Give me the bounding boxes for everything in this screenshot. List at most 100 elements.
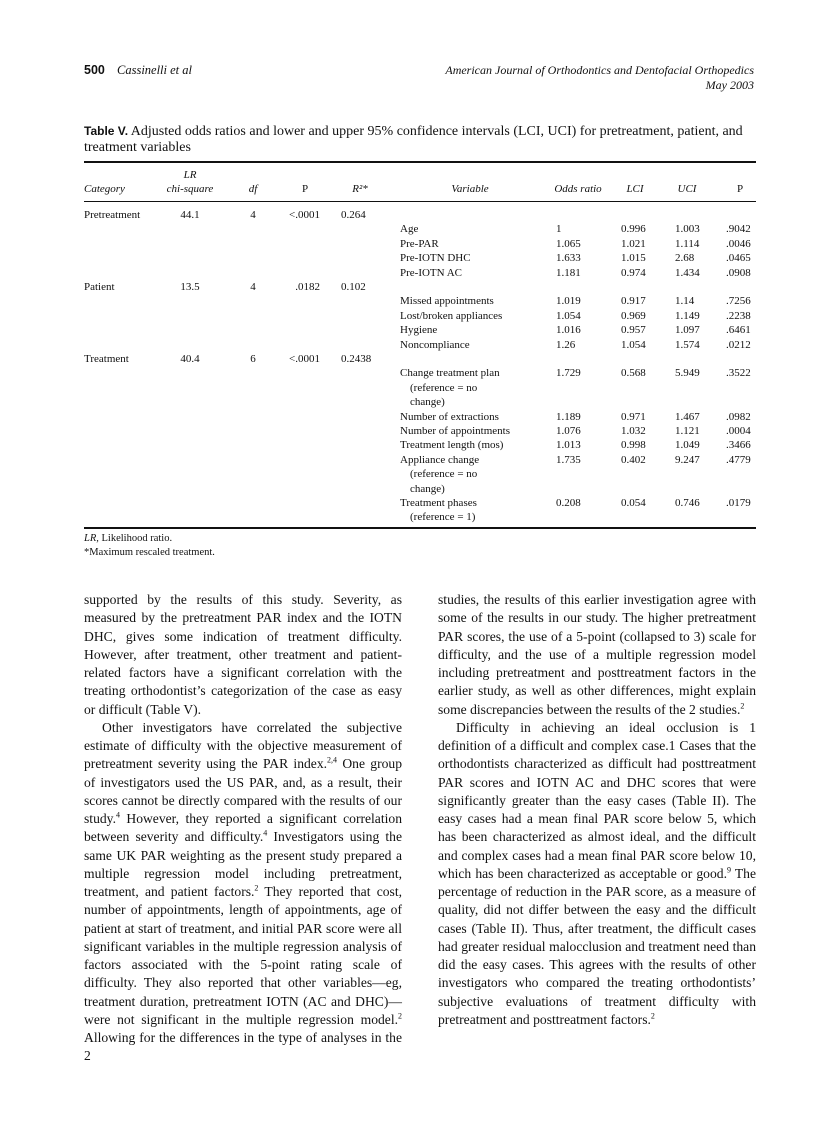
- p-value: .3466: [726, 439, 751, 452]
- lci: 0.054: [621, 497, 646, 509]
- category-lr-chi-square: 13.5: [180, 281, 200, 293]
- uci: 1.097: [675, 324, 700, 337]
- header-p2: P: [736, 183, 744, 195]
- odds-ratio: 1.054: [556, 309, 581, 322]
- lci: 0.568: [621, 367, 646, 380]
- footnote-asterisk: *Maximum rescaled treatment.: [84, 547, 215, 558]
- lci: 0.996: [621, 223, 646, 236]
- header-lr: LR chi-square: [160, 168, 220, 196]
- variable-name: (reference = no: [410, 468, 478, 481]
- variable-name: Appliance change: [400, 453, 480, 466]
- p-value: .2238: [726, 309, 751, 322]
- header-variable: Variable: [451, 183, 489, 195]
- variable-name: Hygiene: [400, 324, 438, 337]
- category-p: <.0001: [289, 353, 320, 365]
- header-r2: R²*: [352, 183, 368, 195]
- category-lr-chi-square: 40.4: [180, 353, 200, 365]
- issue-date: May 2003: [705, 78, 754, 92]
- p-value: .9042: [726, 223, 751, 236]
- header-lr-line2: chi-square: [166, 183, 214, 195]
- lci: 1.015: [621, 252, 646, 265]
- header-odds-ratio: Odds ratio: [554, 183, 602, 195]
- odds-ratio: 1.633: [556, 252, 581, 265]
- uci: 1.003: [675, 223, 700, 236]
- citation-superscript: 2: [398, 1011, 402, 1021]
- running-authors: Cassinelli et al: [117, 63, 192, 77]
- variable-name: (reference = 1): [410, 511, 476, 524]
- variable-name: change): [410, 482, 445, 495]
- uci: 1.049: [675, 439, 700, 452]
- lci: 1.032: [621, 425, 646, 437]
- p-value: .0179: [726, 497, 751, 509]
- table-header-rule: [84, 201, 756, 202]
- category-r2: 0.264: [341, 209, 366, 221]
- odds-ratio: 1.729: [556, 367, 581, 380]
- uci: 1.121: [675, 425, 700, 437]
- odds-ratio: 1.065: [556, 237, 581, 250]
- uci: 9.247: [675, 453, 700, 466]
- variable-name: (reference = no: [410, 381, 478, 394]
- citation-superscript: 9: [726, 865, 731, 875]
- odds-ratio: 1.189: [556, 410, 581, 423]
- variable-name: change): [410, 396, 445, 409]
- uci: 1.149: [675, 309, 700, 322]
- header-lci: LCI: [626, 183, 644, 195]
- header-p: P: [301, 183, 309, 195]
- lci: 0.917: [621, 295, 646, 308]
- citation-superscript: 4: [115, 810, 120, 820]
- uci: 1.14: [675, 295, 695, 308]
- uci: 5.949: [675, 367, 700, 380]
- header-df: df: [248, 183, 258, 195]
- paragraph: supported by the results of this study. …: [84, 592, 402, 717]
- category-lr-chi-square: 44.1: [180, 209, 200, 221]
- variable-name: Lost/broken appliances: [400, 309, 503, 322]
- odds-ratio: 1.076: [556, 425, 581, 437]
- p-value: .0004: [726, 425, 751, 437]
- citation-superscript: 2,4: [327, 755, 338, 765]
- body-column-left: supported by the results of this study. …: [84, 591, 402, 1066]
- variable-name: Pre-IOTN AC: [400, 266, 463, 279]
- variable-name: Pre-PAR: [400, 237, 439, 250]
- uci: 1.434: [675, 266, 700, 279]
- table-caption: Table V. Adjusted odds ratios and lower …: [84, 123, 756, 156]
- category-name: Treatment: [84, 353, 129, 365]
- odds-ratio: 1: [556, 223, 562, 236]
- variable-name: Pre-IOTN DHC: [400, 252, 471, 265]
- odds-ratio: 1.26: [556, 338, 576, 351]
- category-p: .0182: [295, 281, 320, 293]
- odds-ratio: 1.019: [556, 295, 581, 308]
- category-df: 4: [250, 209, 256, 221]
- variable-name: Missed appointments: [400, 295, 494, 308]
- category-r2: 0.102: [341, 281, 366, 293]
- paragraph: Other investigators have correlated the …: [84, 719, 403, 1064]
- table-bottom-rule: [84, 527, 756, 529]
- uci: 1.114: [675, 237, 700, 250]
- odds-ratio: 1.735: [556, 453, 581, 466]
- table-label: Table V.: [84, 124, 129, 138]
- lci: 0.974: [621, 266, 646, 279]
- p-value: .0046: [726, 237, 751, 250]
- uci: 1.467: [675, 410, 700, 423]
- odds-ratio: 1.181: [556, 266, 581, 279]
- lci: 0.402: [621, 453, 646, 466]
- journal-title: American Journal of Orthodontics and Den…: [445, 63, 754, 77]
- lci: 1.054: [621, 338, 646, 351]
- odds-ratio: 1.016: [556, 324, 581, 337]
- odds-ratio: 0.208: [556, 497, 581, 509]
- footnote-lr-text: Likelihood ratio.: [98, 533, 173, 544]
- p-value: .0212: [726, 338, 751, 351]
- p-value: .0982: [726, 410, 751, 423]
- variable-name: Change treatment plan: [400, 367, 500, 380]
- body-column-right: studies, the results of this earlier inv…: [438, 591, 756, 1029]
- category-df: 4: [250, 281, 256, 293]
- p-value: .7256: [726, 295, 751, 308]
- paragraph: studies, the results of this earlier inv…: [438, 592, 756, 717]
- variable-name: Treatment length (mos): [400, 439, 504, 452]
- variable-name: Noncompliance: [400, 338, 470, 351]
- category-df: 6: [250, 353, 256, 365]
- table-caption-text: Adjusted odds ratios and lower and upper…: [84, 124, 743, 155]
- uci: 0.746: [675, 497, 700, 509]
- category-r2: 0.2438: [341, 353, 372, 365]
- p-value: .6461: [726, 324, 751, 337]
- uci: 1.574: [675, 338, 700, 351]
